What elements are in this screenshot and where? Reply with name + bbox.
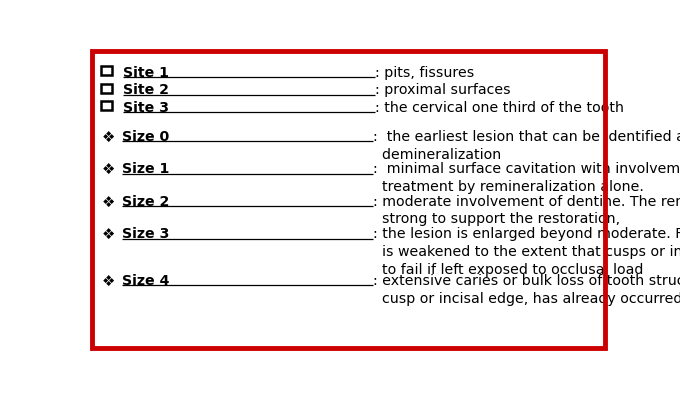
Text: ❖: ❖ xyxy=(102,195,115,210)
Text: Size 1: Size 1 xyxy=(122,162,169,176)
Text: : the cervical one third of the tooth: : the cervical one third of the tooth xyxy=(375,101,624,115)
FancyBboxPatch shape xyxy=(101,66,112,75)
FancyBboxPatch shape xyxy=(101,84,112,93)
Text: Site 3: Site 3 xyxy=(123,101,169,115)
Text: ❖: ❖ xyxy=(102,130,115,145)
Text: Size 0: Size 0 xyxy=(122,130,169,144)
Text: Size 2: Size 2 xyxy=(122,195,169,209)
Text: : pits, fissures: : pits, fissures xyxy=(375,66,474,80)
Text: ❖: ❖ xyxy=(102,274,115,289)
Text: Size 4: Size 4 xyxy=(122,274,169,288)
Text: ❖: ❖ xyxy=(102,227,115,242)
Text: : extensive caries or bulk loss of tooth structure e.g. loss of a complete
  cus: : extensive caries or bulk loss of tooth… xyxy=(373,274,680,306)
FancyBboxPatch shape xyxy=(101,101,112,111)
Text: Site 2: Site 2 xyxy=(123,83,169,97)
Text: ❖: ❖ xyxy=(102,162,115,177)
Text: :  minimal surface cavitation with involvement of dentine just beyond
  treatmen: : minimal surface cavitation with involv… xyxy=(373,162,680,194)
Text: Site 1: Site 1 xyxy=(123,66,169,80)
Text: : the lesion is enlarged beyond moderate. Remaining tooth structure
  is weakene: : the lesion is enlarged beyond moderate… xyxy=(373,227,680,277)
Text: : moderate involvement of dentine. The remaining tooth is sufficiently
  strong : : moderate involvement of dentine. The r… xyxy=(373,195,680,226)
Text: :  the earliest lesion that can be identified as the initial stages of
  deminer: : the earliest lesion that can be identi… xyxy=(373,130,680,162)
Text: : proximal surfaces: : proximal surfaces xyxy=(375,83,510,97)
Text: Size 3: Size 3 xyxy=(122,227,169,241)
